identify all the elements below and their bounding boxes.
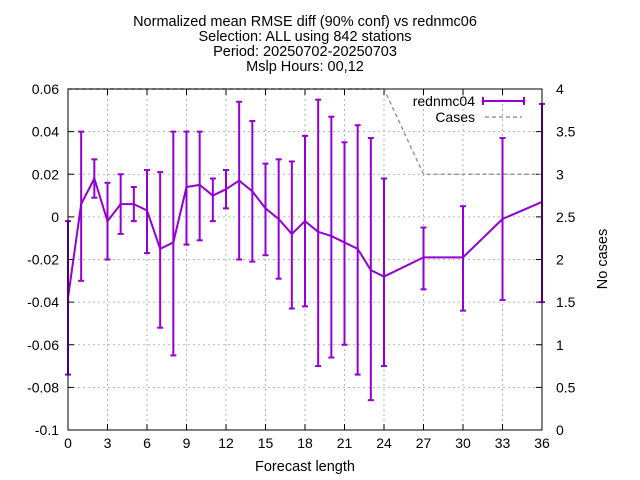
x-tick-label: 30: [455, 435, 471, 451]
data-point: [461, 256, 465, 259]
data-point: [264, 207, 267, 210]
x-tick-label: 33: [495, 435, 511, 451]
y2-tick-label: 1.5: [556, 294, 576, 310]
x-tick-label: 0: [64, 435, 72, 451]
y-tick-label: 0.02: [32, 166, 59, 182]
x-tick-label: 12: [218, 435, 234, 451]
y-tick-label: -0.04: [27, 294, 59, 310]
data-point: [93, 177, 96, 180]
y2-tick-label: 2: [556, 252, 564, 268]
data-point: [369, 268, 373, 272]
x-tick-label: 21: [337, 435, 353, 451]
axes: 0 3 6 9 12 15 18 21 24 27 30 33 360.060.040.020-0.02…: [27, 81, 576, 451]
y-tick-label: -0.08: [27, 379, 59, 395]
data-point: [343, 241, 346, 244]
data-point: [501, 217, 504, 221]
data-point: [211, 194, 215, 197]
y2-tick-label: 3.5: [556, 124, 576, 140]
title-line-4: Mslp Hours: 00,12: [246, 59, 364, 75]
data-point: [356, 247, 359, 251]
data-point: [290, 232, 294, 236]
data-point: [172, 241, 175, 244]
data-point: [132, 202, 136, 206]
y-tick-label: 0: [51, 209, 59, 225]
data-point: [277, 217, 280, 221]
data-point: [303, 219, 307, 223]
y2-tick-label: 0: [556, 422, 564, 438]
plot-frame: [67, 88, 543, 431]
y2-tick-label: 2.5: [556, 209, 576, 225]
data-point: [382, 275, 386, 278]
legend-label-cases: Cases: [435, 109, 475, 125]
data-point: [79, 202, 83, 206]
legend: rednmc04 Cases: [413, 93, 525, 125]
cases-series: [68, 88, 542, 175]
y-tick-label: -0.1: [35, 422, 59, 438]
y-tick-label: -0.06: [27, 337, 59, 353]
title-line-3: Period: 20250702-20250703: [213, 44, 397, 60]
data-point: [251, 190, 254, 193]
title-line-1: Normalized mean RMSE diff (90% conf) vs …: [133, 14, 477, 30]
data-point: [119, 202, 122, 206]
x-tick-label: 6: [143, 435, 151, 451]
data-point: [185, 185, 188, 189]
chart-title: Normalized mean RMSE diff (90% conf) vs …: [133, 14, 477, 75]
x-tick-label: 15: [258, 435, 274, 451]
x-axis-label: Forecast length: [255, 459, 355, 475]
data-point: [422, 256, 425, 259]
cases-line: [68, 88, 542, 175]
y-tick-label: 0.06: [32, 81, 59, 97]
data-point: [158, 247, 162, 251]
y-tick-label: 0.04: [32, 124, 59, 140]
x-tick-label: 9: [183, 435, 191, 451]
y2-tick-label: 1: [556, 337, 564, 353]
y2-tick-label: 4: [556, 81, 564, 97]
y2-tick-label: 3: [556, 166, 564, 182]
x-tick-label: 36: [534, 435, 550, 451]
data-point: [145, 209, 149, 212]
data-point: [106, 219, 109, 223]
title-line-2: Selection: ALL using 842 stations: [198, 29, 411, 45]
data-point: [198, 183, 201, 187]
data-point: [330, 234, 333, 238]
x-tick-label: 18: [297, 435, 313, 451]
x-tick-label: 24: [376, 435, 392, 451]
y-tick-label: -0.02: [27, 252, 59, 268]
data-point: [316, 230, 320, 233]
data-point: [237, 179, 241, 182]
y2-axis-label: No cases: [595, 229, 611, 289]
x-tick-label: 27: [416, 435, 432, 451]
legend-label-rednmc04: rednmc04: [413, 93, 475, 109]
x-tick-label: 3: [104, 435, 112, 451]
y2-tick-label: 0.5: [556, 379, 576, 395]
data-point: [224, 187, 228, 191]
